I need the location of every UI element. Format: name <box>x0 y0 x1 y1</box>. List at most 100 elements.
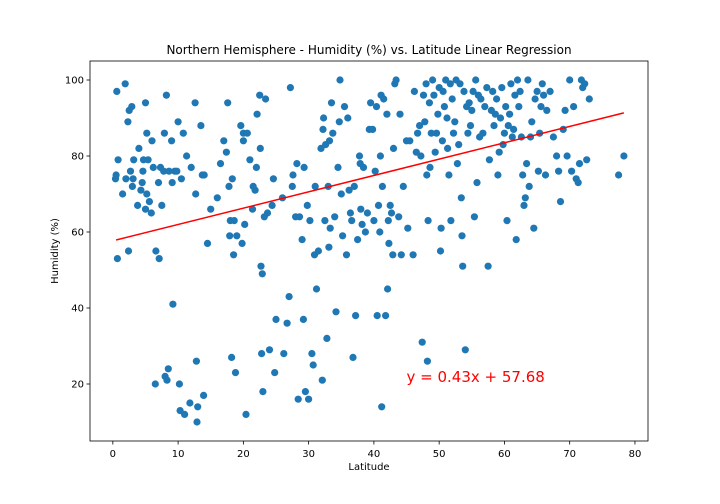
scatter-point <box>354 236 362 244</box>
scatter-point <box>357 205 365 213</box>
scatter-point <box>253 110 261 118</box>
scatter-point <box>367 99 375 107</box>
scatter-point <box>449 129 458 137</box>
scatter-point <box>186 399 194 407</box>
scatter-point <box>358 220 366 228</box>
scatter-point <box>453 160 461 168</box>
scatter-point <box>309 361 317 369</box>
scatter-point <box>427 129 435 137</box>
scatter-point <box>509 125 518 133</box>
scatter-point <box>448 95 456 103</box>
scatter-point <box>257 262 265 270</box>
scatter-point <box>370 217 378 225</box>
scatter-point <box>230 217 238 225</box>
scatter-point <box>574 179 582 187</box>
scatter-point <box>323 334 331 342</box>
scatter-point <box>342 251 351 259</box>
x-axis-label: Latitude <box>348 462 389 473</box>
scatter-point <box>376 152 384 160</box>
scatter-point <box>583 156 591 164</box>
scatter-point <box>418 338 426 346</box>
scatter-point <box>169 300 177 308</box>
scatter-point <box>470 213 478 221</box>
scatter-point <box>570 103 578 111</box>
scatter-point <box>272 315 280 323</box>
scatter-point <box>280 350 288 358</box>
scatter-point <box>311 182 319 190</box>
scatter-point <box>329 129 337 137</box>
scatter-point <box>404 224 412 232</box>
y-axis-ticks: 20 40 60 80 100 <box>65 76 90 391</box>
scatter-point <box>135 144 143 152</box>
y-tick-label: 80 <box>71 152 84 163</box>
x-tick-label: 20 <box>237 449 250 460</box>
scatter-point <box>246 156 254 164</box>
scatter-point <box>469 87 477 95</box>
scatter-point <box>251 186 259 194</box>
scatter-point <box>271 369 279 377</box>
scatter-point <box>538 80 546 88</box>
scatter-point <box>175 380 183 388</box>
scatter-point <box>334 163 342 171</box>
scatter-point <box>345 186 353 194</box>
scatter-point <box>455 141 463 149</box>
scatter-point <box>520 201 528 209</box>
scatter-point <box>301 388 309 396</box>
scatter-point <box>384 217 392 225</box>
scatter-point <box>139 167 147 175</box>
scatter-point <box>511 91 519 99</box>
scatter-point <box>537 103 545 111</box>
scatter-point <box>197 122 205 130</box>
scatter-point <box>352 312 360 320</box>
scatter-point <box>485 156 493 164</box>
scatter-point <box>531 95 539 103</box>
scatter-point <box>382 312 390 320</box>
scatter-point <box>314 247 322 255</box>
scatter-point <box>187 163 195 171</box>
x-axis-ticks: 0 10 20 30 40 50 60 70 80 <box>110 441 642 460</box>
scatter-point <box>525 182 533 190</box>
scatter-point <box>346 209 354 217</box>
scatter-point <box>335 118 343 126</box>
scatter-point <box>344 114 352 122</box>
scatter-point <box>446 80 454 88</box>
scatter-point <box>154 179 163 187</box>
scatter-point <box>498 84 506 92</box>
scatter-point <box>521 194 529 202</box>
scatter-point <box>481 103 489 111</box>
scatter-points <box>111 76 628 426</box>
scatter-point <box>252 163 260 171</box>
scatter-point <box>124 118 132 126</box>
x-tick-label: 70 <box>563 449 576 460</box>
scatter-point <box>349 353 357 361</box>
scatter-point <box>422 80 430 88</box>
scatter-point <box>231 369 240 377</box>
scatter-point <box>320 114 328 122</box>
scatter-point <box>581 80 589 88</box>
scatter-point <box>192 190 200 198</box>
y-tick-label: 100 <box>65 76 84 87</box>
scatter-point <box>207 205 215 213</box>
scatter-point <box>237 122 245 130</box>
scatter-point <box>213 194 221 202</box>
scatter-point <box>440 103 448 111</box>
scatter-point <box>495 148 503 156</box>
scatter-point <box>443 114 451 122</box>
scatter-point <box>523 160 531 168</box>
scatter-point <box>397 251 405 259</box>
scatter-point <box>508 133 516 141</box>
scatter-point <box>269 175 277 183</box>
scatter-point <box>447 217 455 225</box>
scatter-point <box>406 137 414 145</box>
scatter-point <box>494 171 502 179</box>
x-tick-label: 80 <box>629 449 642 460</box>
x-tick-label: 50 <box>433 449 446 460</box>
scatter-point <box>321 217 329 225</box>
scatter-point <box>163 376 171 384</box>
scatter-point <box>327 99 336 107</box>
scatter-point <box>430 91 438 99</box>
scatter-point <box>325 243 333 251</box>
scatter-point <box>126 167 135 175</box>
scatter-point <box>128 103 136 111</box>
scatter-point <box>259 388 267 396</box>
